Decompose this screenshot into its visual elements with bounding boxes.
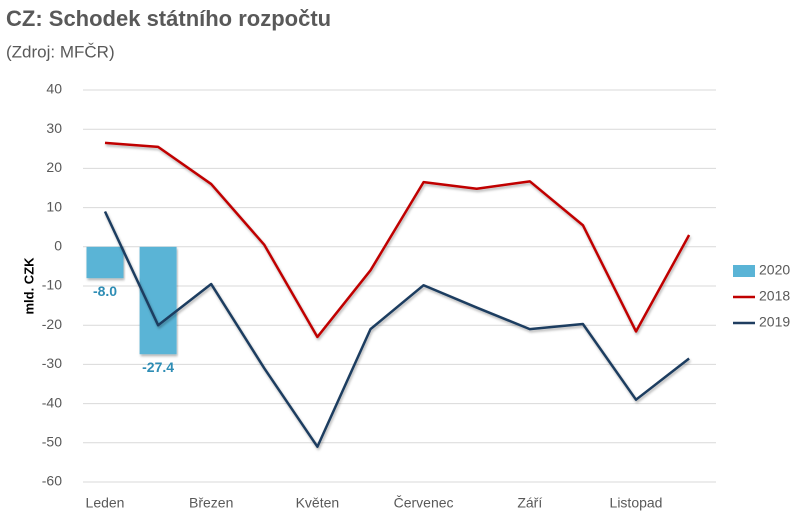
y-tick-label: -20 bbox=[42, 316, 62, 332]
data-label: -8.0 bbox=[93, 283, 117, 299]
line bbox=[103, 210, 690, 448]
y-tick-label: 40 bbox=[46, 81, 62, 97]
y-axis-label: mld. CZK bbox=[21, 257, 36, 315]
x-tick-label: Březen bbox=[189, 495, 233, 511]
y-tick-label: -40 bbox=[42, 394, 62, 410]
legend-label: 2020 bbox=[759, 262, 790, 278]
chart-subtitle: (Zdroj: MFČR) bbox=[6, 42, 115, 61]
x-tick-label: Září bbox=[517, 495, 542, 511]
line bbox=[104, 141, 691, 339]
y-tick-label: 0 bbox=[54, 238, 62, 254]
y-tick-label: -30 bbox=[42, 355, 62, 371]
y-tick-label: 10 bbox=[46, 198, 62, 214]
y-tick-label: -50 bbox=[42, 434, 62, 450]
bar bbox=[139, 246, 177, 355]
legend-label: 2019 bbox=[759, 314, 790, 330]
y-tick-label: -60 bbox=[42, 473, 62, 489]
x-tick-label: Květen bbox=[296, 495, 340, 511]
chart-title: CZ: Schodek státního rozpočtu bbox=[6, 6, 331, 31]
data-label: -27.4 bbox=[142, 359, 174, 375]
y-tick-label: -10 bbox=[42, 277, 62, 293]
y-tick-label: 30 bbox=[46, 120, 62, 136]
x-tick-label: Listopad bbox=[610, 495, 663, 511]
y-tick-label: 20 bbox=[46, 159, 62, 175]
x-tick-label: Červenec bbox=[394, 495, 454, 511]
x-tick-label: Leden bbox=[86, 495, 125, 511]
legend-label: 2018 bbox=[759, 288, 790, 304]
bar bbox=[86, 246, 124, 279]
legend-swatch bbox=[733, 265, 755, 277]
